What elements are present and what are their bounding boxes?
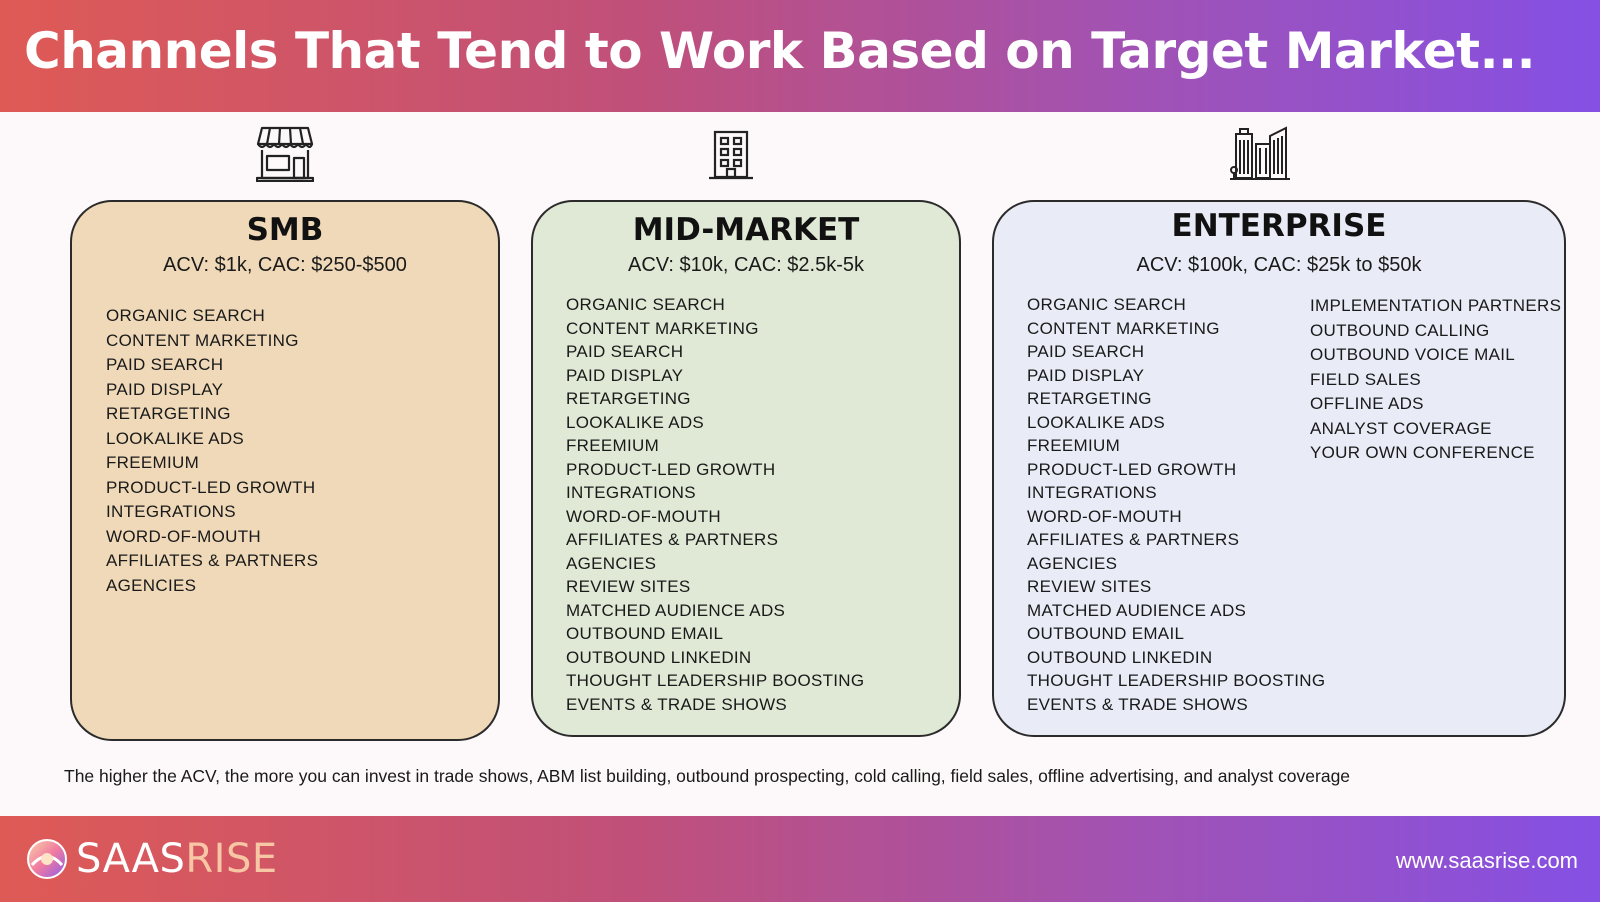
channel-item: OUTBOUND LINKEDIN	[566, 647, 752, 667]
channel-item: PAID DISPLAY	[1027, 365, 1145, 385]
smb-channel-list: ORGANIC SEARCH CONTENT MARKETING PAID SEAR…	[106, 304, 318, 598]
smb-card: SMB ACV: $1k, CAC: $250-$500 ORGANIC SEA…	[70, 200, 500, 741]
channel-item: CONTENT MARKETING	[566, 318, 759, 338]
channel-item: FREEMIUM	[1027, 436, 1121, 455]
office-building-icon	[708, 130, 754, 180]
channel-item: CONTENT MARKETING	[1027, 318, 1220, 338]
channel-item: AFFILIATES & PARTNERS	[566, 530, 779, 549]
channel-item: OUTBOUND VOICE MAIL	[1310, 345, 1516, 364]
channel-item: PAID SEARCH	[566, 342, 684, 361]
channel-item: INTEGRATIONS	[566, 483, 696, 502]
smb-title: SMB	[246, 212, 324, 248]
channel-item: IMPLEMENTATION PARTNERS	[1310, 296, 1562, 315]
channel-item: REVIEW SITES	[566, 577, 691, 596]
enterprise-channel-list: ORGANIC SEARCH CONTENT MARKETING PAID SEAR…	[1027, 293, 1325, 716]
channel-item: OUTBOUND CALLING	[1310, 320, 1490, 340]
channel-item: ANALYST COVERAGE	[1310, 418, 1492, 438]
saasrise-logo: SAASRISE	[26, 836, 278, 882]
smb-acv-cac: ACV: $1k, CAC: $250-$500	[163, 254, 407, 276]
skyscrapers-icon	[1230, 126, 1290, 182]
header-banner: Channels That Tend to Work Based on Targ…	[0, 0, 1600, 112]
saasrise-logo-icon	[27, 839, 67, 879]
channel-item: RETARGETING	[1027, 389, 1152, 408]
channel-item: ORGANIC SEARCH	[566, 295, 726, 314]
channel-item: AGENCIES	[566, 553, 657, 573]
channel-item: AGENCIES	[106, 575, 197, 595]
channel-item: PAID SEARCH	[106, 355, 224, 374]
channel-item: THOUGHT LEADERSHIP BOOSTING	[1027, 671, 1326, 690]
channel-item: RETARGETING	[566, 389, 691, 408]
channel-item: OUTBOUND EMAIL	[566, 624, 724, 643]
website-link[interactable]: www.saasrise.com	[1395, 848, 1578, 873]
enterprise-card: ENTERPRISE ACV: $100k, CAC: $25k to $50k…	[992, 200, 1566, 737]
channel-item: PAID DISPLAY	[106, 379, 224, 399]
enterprise-acv-cac: ACV: $100k, CAC: $25k to $50k	[1136, 254, 1422, 276]
channel-item: LOOKALIKE ADS	[566, 412, 705, 432]
mid-market-channel-list: ORGANIC SEARCH CONTENT MARKETING PAID SEAR…	[566, 293, 864, 716]
channel-item: WORD-OF-MOUTH	[1027, 506, 1182, 526]
channel-item: PRODUCT-LED GROWTH	[1027, 459, 1237, 479]
channel-item: EVENTS & TRADE SHOWS	[1027, 694, 1249, 714]
channel-item: WORD-OF-MOUTH	[106, 526, 261, 546]
channel-item: MATCHED AUDIENCE ADS	[566, 600, 786, 620]
mid-market-title: MID-MARKET	[632, 212, 860, 248]
storefront-icon	[256, 126, 314, 182]
channel-item: ORGANIC SEARCH	[106, 306, 266, 325]
channel-item: PRODUCT-LED GROWTH	[106, 477, 316, 497]
channel-item: FIELD SALES	[1310, 369, 1422, 389]
channel-item: OUTBOUND EMAIL	[1027, 624, 1185, 643]
channel-item: THOUGHT LEADERSHIP BOOSTING	[566, 671, 865, 690]
channel-item: LOOKALIKE ADS	[106, 428, 245, 448]
channel-item: FREEMIUM	[106, 453, 200, 472]
footer-banner: SAASRISE www.saasrise.com	[0, 816, 1600, 902]
channel-item: CONTENT MARKETING	[106, 330, 299, 350]
channel-item: RETARGETING	[106, 404, 231, 423]
channel-item: YOUR OWN CONFERENCE	[1310, 443, 1535, 462]
mid-market-acv-cac: ACV: $10k, CAC: $2.5k-5k	[627, 254, 865, 276]
enterprise-title: ENTERPRISE	[1171, 208, 1387, 244]
channel-item: ORGANIC SEARCH	[1027, 295, 1187, 314]
channel-item: AFFILIATES & PARTNERS	[1027, 530, 1240, 549]
channel-item: REVIEW SITES	[1027, 577, 1152, 596]
logo-text-rise: RISE	[185, 836, 278, 882]
footnote: The higher the ACV, the more you can inv…	[64, 766, 1351, 786]
channel-item: OUTBOUND LINKEDIN	[1027, 647, 1213, 667]
enterprise-channel-list-extra: IMPLEMENTATION PARTNERS OUTBOUND CALLING O…	[1310, 294, 1561, 466]
channel-item: WORD-OF-MOUTH	[566, 506, 721, 526]
channel-item: EVENTS & TRADE SHOWS	[566, 694, 788, 714]
channel-item: AFFILIATES & PARTNERS	[106, 551, 319, 570]
channel-item: PRODUCT-LED GROWTH	[566, 459, 776, 479]
channel-item: INTEGRATIONS	[1027, 483, 1157, 502]
page-title: Channels That Tend to Work Based on Targ…	[24, 22, 1536, 80]
logo-text-saas: SAAS	[76, 836, 186, 882]
channel-item: LOOKALIKE ADS	[1027, 412, 1166, 432]
channel-item: FREEMIUM	[566, 436, 660, 455]
channel-item: PAID SEARCH	[1027, 342, 1145, 361]
mid-market-card: MID-MARKET ACV: $10k, CAC: $2.5k-5k ORGA…	[531, 200, 961, 737]
channel-item: OFFLINE ADS	[1310, 394, 1424, 413]
channel-item: PAID DISPLAY	[566, 365, 684, 385]
channel-item: AGENCIES	[1027, 553, 1118, 573]
channel-item: INTEGRATIONS	[106, 502, 236, 521]
channel-item: MATCHED AUDIENCE ADS	[1027, 600, 1247, 620]
